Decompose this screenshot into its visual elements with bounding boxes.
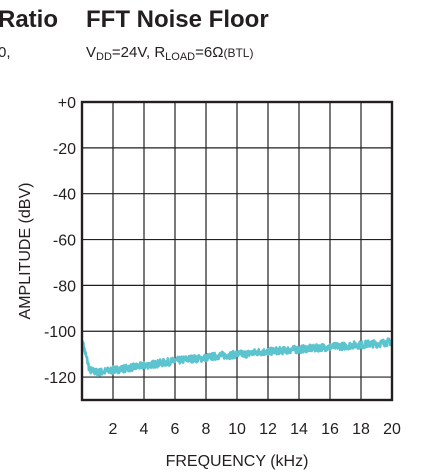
y-axis-title: AMPLITUDE (dBV) bbox=[17, 183, 34, 320]
x-tick-label: 20 bbox=[383, 421, 401, 438]
x-tick-label: 12 bbox=[259, 421, 277, 438]
y-tick-labels: +0 -20 -40 -60 -80 -100 -120 bbox=[44, 95, 76, 387]
chart-title: FFT Noise Floor bbox=[86, 6, 269, 33]
x-tick-label: 16 bbox=[321, 421, 339, 438]
y-tick-label: -120 bbox=[44, 370, 76, 387]
left-panel-title-clipped: Ratio bbox=[0, 6, 58, 33]
y-tick-label: -20 bbox=[53, 141, 76, 158]
x-tick-label: 14 bbox=[290, 421, 308, 438]
x-tick-label: 6 bbox=[171, 421, 180, 438]
x-tick-label: 8 bbox=[202, 421, 211, 438]
left-panel-subtitle-clipped: 0, bbox=[0, 44, 11, 61]
x-tick-label: 10 bbox=[228, 421, 246, 438]
y-tick-label: -100 bbox=[44, 324, 76, 341]
x-tick-label: 2 bbox=[109, 421, 118, 438]
y-tick-label: +0 bbox=[58, 95, 76, 112]
chart-conditions: VDD=24V, RLOAD=6Ω(BTL) bbox=[86, 44, 254, 63]
noise-floor-trace bbox=[80, 337, 394, 378]
series-layer bbox=[80, 337, 394, 378]
x-tick-labels: 2 4 6 8 10 12 14 16 18 20 bbox=[109, 421, 401, 438]
y-tick-label: -80 bbox=[53, 278, 76, 295]
x-axis-title: FREQUENCY (kHz) bbox=[166, 453, 309, 470]
x-tick-label: 4 bbox=[140, 421, 149, 438]
y-tick-label: -40 bbox=[53, 187, 76, 204]
y-tick-label: -60 bbox=[53, 233, 76, 250]
plot-frame bbox=[80, 100, 394, 402]
x-tick-label: 18 bbox=[352, 421, 370, 438]
